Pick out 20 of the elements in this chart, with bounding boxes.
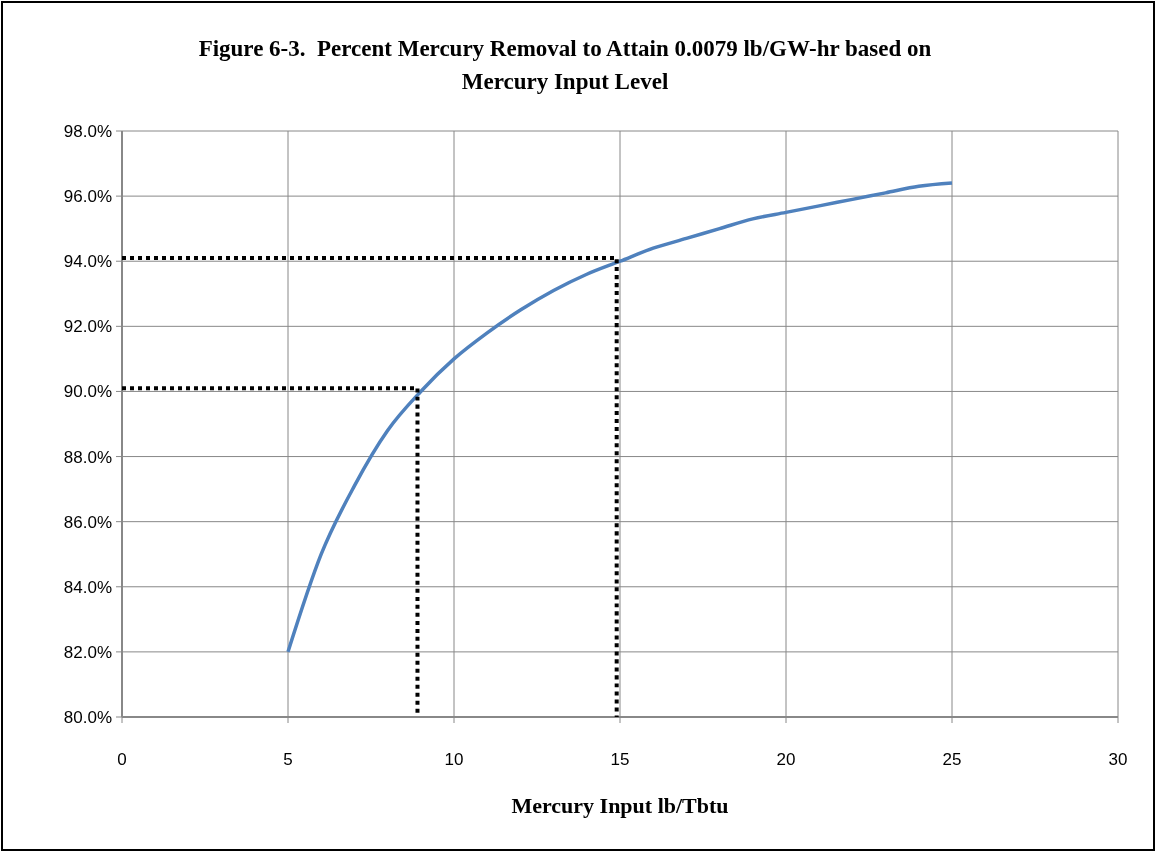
y-tick-label: 82.0% <box>63 642 112 662</box>
x-tick-label: 15 <box>610 750 630 769</box>
x-tick-label: 5 <box>283 750 293 769</box>
y-tick-label: 98.0% <box>63 121 112 141</box>
y-tick-label: 92.0% <box>63 317 112 337</box>
chart-title: Figure 6-3. Percent Mercury Removal to Attain 0.0079 lb/GW-hr based on Mercury Input Level <box>198 36 932 94</box>
y-tick-label: 80.0% <box>63 707 112 727</box>
y-tick-label: 86.0% <box>63 512 112 532</box>
x-tick-label: 0 <box>117 750 127 769</box>
y-tick-label: 84.0% <box>63 577 112 597</box>
x-tick-label: 25 <box>942 750 962 769</box>
y-tick-label: 88.0% <box>63 447 112 467</box>
x-tick-label: 20 <box>776 750 796 769</box>
x-tick-label: 30 <box>1108 750 1128 769</box>
x-axis-title: Mercury Input lb/Tbtu <box>511 793 729 818</box>
x-tick-label: 10 <box>444 750 464 769</box>
line-series <box>286 181 954 654</box>
y-tick-label: 96.0% <box>63 187 112 207</box>
y-tick-label: 94.0% <box>63 252 112 272</box>
y-tick-label: 90.0% <box>63 382 112 402</box>
